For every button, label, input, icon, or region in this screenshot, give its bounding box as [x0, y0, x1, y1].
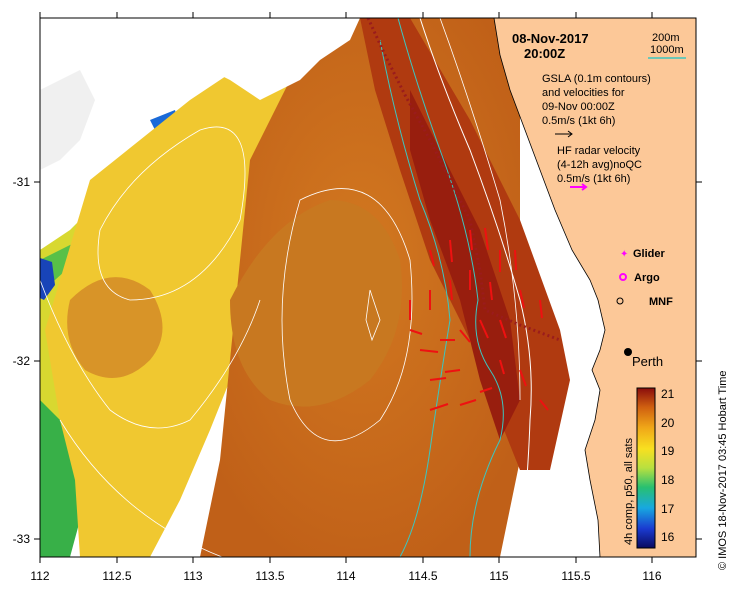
hf-arrow	[570, 183, 588, 191]
x-tick-label: 115	[489, 569, 508, 583]
map-time: 20:00Z	[524, 46, 565, 61]
plot-frame	[39, 17, 697, 558]
gsla-contour-6	[365, 289, 381, 342]
depth-1000m-label: 1000m	[650, 44, 684, 56]
contour-1000m	[397, 18, 504, 557]
hf-radar-vectors	[409, 227, 549, 411]
glider-symbol: ✦	[620, 249, 628, 260]
mnf-label: MNF	[649, 296, 673, 308]
colorbar-tick: 16	[661, 530, 675, 544]
y-tick-label: -32	[13, 354, 31, 368]
contour-1000m-b	[379, 39, 451, 557]
gsla-line1: GSLA (0.1m contours)	[542, 73, 651, 85]
colorbar-label: 4h comp, p50, all sats	[623, 437, 635, 545]
gsla-line3: 09-Nov 00:00Z	[542, 101, 615, 113]
x-tick-label: 112.5	[102, 569, 131, 583]
gsla-contour-4	[59, 419, 224, 557]
leeuwin-current-hot	[410, 90, 520, 440]
x-tick-label: 114	[336, 569, 355, 583]
x-tick-label: 112	[30, 569, 49, 583]
depth-200m-label: 200m	[652, 32, 680, 44]
cloud-mask	[40, 18, 360, 100]
gsla-line4: 0.5m/s (1kt 6h)	[542, 115, 615, 127]
gsla-contour-5	[439, 18, 521, 401]
x-tick-label: 113.5	[255, 569, 284, 583]
hf-line3: 0.5m/s (1kt 6h)	[557, 173, 630, 185]
sea-orange-west-eddy	[67, 277, 163, 378]
sea-green-southwest	[40, 400, 80, 557]
colorbar-tick: 21	[661, 387, 675, 401]
gsla-contour-2	[40, 279, 261, 429]
perth-label: Perth	[632, 354, 663, 369]
glider-label: Glider	[633, 248, 666, 260]
x-axis	[39, 12, 653, 563]
colorbar-tick: 18	[661, 473, 675, 487]
gsla-contour-1	[97, 126, 246, 301]
argo-symbol	[619, 273, 627, 281]
cloud-mask-left	[40, 70, 95, 170]
colorbar-tick: 17	[661, 502, 675, 516]
y-axis	[34, 181, 702, 540]
credit-text: © IMOS 18-Nov-2017 03:45 Hobart Time	[717, 371, 729, 570]
x-tick-label: 115.5	[561, 569, 590, 583]
coastline	[493, 18, 606, 557]
colorbar	[636, 387, 656, 549]
x-tick-label: 113	[183, 569, 202, 583]
x-tick-label: 114.5	[408, 569, 437, 583]
gsla-arrow	[555, 130, 573, 138]
hf-line2: (4-12h avg)noQC	[557, 159, 642, 171]
gsla-line2: and velocities for	[542, 87, 625, 99]
colorbar-tick: 19	[661, 444, 675, 458]
x-tick-label: 116	[642, 569, 661, 583]
sea-orange-band	[230, 200, 402, 407]
gsla-contour-3	[281, 188, 413, 442]
perth-marker	[624, 348, 632, 356]
y-tick-label: -31	[13, 175, 31, 189]
hf-line1: HF radar velocity	[557, 145, 641, 157]
mnf-symbol	[616, 297, 624, 305]
colorbar-tick: 20	[661, 416, 675, 430]
contour-200m	[419, 18, 532, 557]
argo-label: Argo	[634, 272, 660, 284]
glider-track	[366, 18, 561, 342]
map-date: 08-Nov-2017	[512, 31, 589, 46]
y-tick-label: -33	[13, 532, 31, 546]
